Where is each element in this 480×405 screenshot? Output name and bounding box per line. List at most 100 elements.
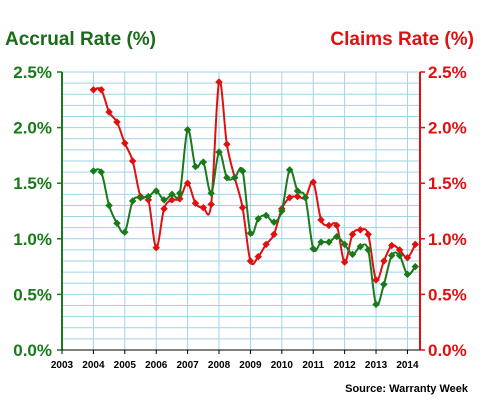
claims-point — [340, 258, 349, 266]
x-tick-label: 2008 — [208, 360, 231, 371]
claims-point — [207, 200, 215, 209]
accrual-point — [356, 242, 365, 251]
left-tick-label: 2.5% — [13, 63, 52, 82]
claims-point — [270, 230, 278, 239]
accrual-point — [176, 189, 184, 197]
accrual-point — [97, 168, 105, 176]
accrual-point — [278, 207, 286, 215]
x-tick-label: 2003 — [51, 360, 74, 371]
claims-point — [254, 252, 262, 261]
accrual-point — [254, 215, 262, 223]
accrual-point — [191, 162, 200, 171]
left-tick-label: 1.0% — [13, 230, 52, 249]
claims-point — [285, 193, 294, 202]
accrual-point — [270, 218, 278, 226]
accrual-point — [105, 201, 113, 210]
x-tick-label: 2011 — [302, 360, 324, 371]
claims-point — [364, 230, 372, 239]
accrual-point — [348, 250, 357, 259]
accrual-point — [301, 193, 310, 202]
claims-point — [160, 205, 168, 213]
accrual-point — [372, 300, 380, 309]
left-tick-label: 1.5% — [13, 174, 52, 193]
accrual-point — [113, 219, 121, 227]
accrual-point — [230, 173, 239, 182]
accrual-point — [136, 193, 145, 202]
claims-point — [121, 139, 129, 147]
accrual-point — [285, 166, 294, 174]
x-tick-label: 2005 — [114, 360, 137, 371]
claims-point — [168, 196, 176, 204]
claims-point — [246, 257, 255, 265]
right-tick-label: 2.5% — [428, 63, 467, 82]
claims-point — [403, 253, 412, 262]
accrual-point — [411, 262, 420, 271]
claims-point — [183, 179, 192, 187]
accrual-point — [403, 270, 412, 279]
claims-point — [348, 230, 357, 239]
claims-point — [372, 276, 380, 284]
accrual-point — [340, 240, 349, 249]
accrual-point — [121, 228, 129, 236]
accrual-point — [89, 167, 98, 175]
accrual-point — [168, 190, 176, 199]
series — [89, 78, 420, 309]
grid — [61, 71, 420, 350]
accrual-point — [293, 187, 302, 195]
claims-point — [293, 192, 302, 201]
claims-point — [238, 203, 247, 212]
right-tick-label: 0.0% — [428, 341, 467, 360]
claims-point — [325, 221, 333, 230]
accrual-point — [199, 158, 208, 166]
source-note: Source: Warranty Week — [345, 383, 469, 395]
accrual-point — [215, 148, 223, 156]
tick-labels: 0.0% 0.5% 1.0% 1.5% 2.0% 2.5% 0.0% 0.5% 1.0% 1.5%… — [13, 63, 467, 371]
accrual-line — [93, 128, 417, 307]
x-tick-label: 2010 — [271, 360, 294, 371]
right-tick-label: 1.5% — [428, 174, 467, 193]
right-tick-label: 0.5% — [428, 285, 467, 304]
left-tick-label: 2.0% — [13, 119, 52, 138]
accrual-series — [89, 126, 420, 309]
claims-point — [105, 108, 113, 116]
left-tick-label: 0.0% — [13, 341, 52, 360]
claims-point — [152, 243, 160, 252]
accrual-point — [309, 245, 317, 253]
accrual-point — [317, 238, 325, 246]
accrual-point — [246, 229, 255, 237]
accrual-point — [183, 126, 192, 134]
claims-point — [380, 257, 388, 265]
accrual-point — [152, 187, 160, 195]
left-axis-title: Accrual Rate (%) — [5, 29, 156, 50]
claims-point — [215, 78, 223, 86]
accrual-point — [395, 251, 404, 260]
accrual-point — [160, 196, 168, 204]
accrual-point — [207, 189, 215, 197]
x-tick-label: 2014 — [396, 360, 419, 371]
accrual-point — [262, 211, 270, 220]
claims-point — [356, 226, 365, 234]
claims-point — [223, 140, 231, 149]
x-tick-label: 2004 — [82, 360, 105, 371]
accrual-point — [364, 246, 372, 254]
accrual-point — [128, 197, 137, 205]
claims-point — [199, 203, 208, 212]
x-tick-label: 2009 — [239, 360, 262, 371]
right-tick-label: 2.0% — [428, 119, 467, 138]
claims-point — [309, 178, 317, 186]
left-tick-label: 0.5% — [13, 285, 52, 304]
claims-point — [333, 221, 341, 230]
accrual-point — [388, 251, 396, 260]
right-tick-label: 1.0% — [428, 230, 467, 249]
x-tick-label: 2006 — [145, 360, 168, 371]
claims-point — [388, 241, 396, 250]
accrual-point — [325, 238, 333, 246]
claims-point — [89, 86, 98, 94]
accrual-point — [238, 167, 247, 175]
claims-point — [97, 86, 105, 94]
claims-point — [128, 157, 137, 165]
claims-point — [113, 118, 121, 126]
accrual-point — [144, 192, 153, 201]
